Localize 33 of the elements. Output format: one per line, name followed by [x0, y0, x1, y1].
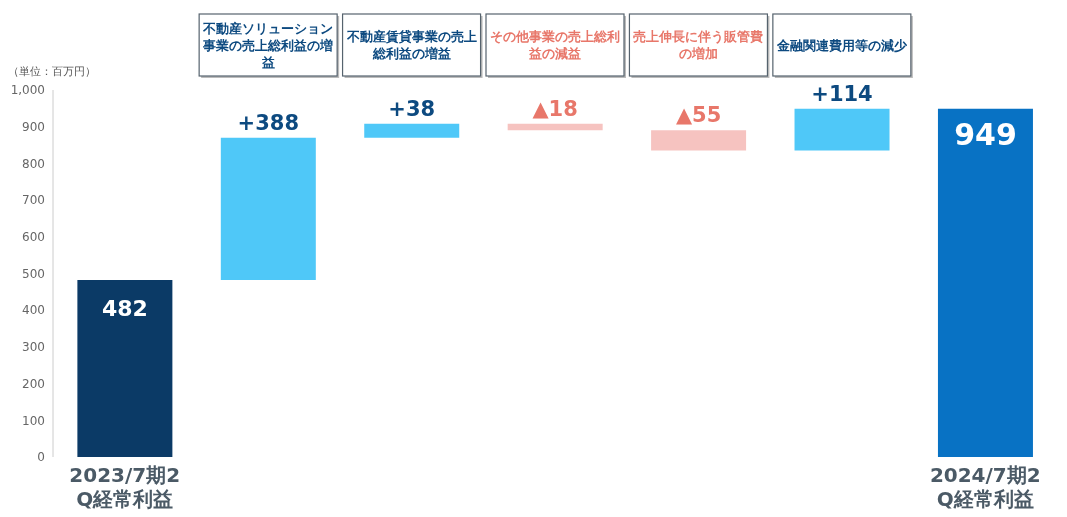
y-tick-label: 300	[22, 340, 45, 355]
data-label: +388	[237, 110, 300, 135]
data-label: 949	[954, 116, 1017, 152]
data-label: +114	[811, 81, 873, 106]
data-label: ▲18	[532, 96, 578, 121]
x-tick-label: 2023/7期2Q経常利益	[68, 463, 182, 511]
bar	[651, 130, 747, 151]
x-tick-label: 不動産ソリューション事業の売上総利益の増益	[203, 19, 334, 71]
y-tick-label: 900	[22, 119, 45, 134]
x-tick-label: 不動産賃貸事業の売上総利益の増益	[346, 28, 477, 62]
x-tick-label: 2024/7期2Q経常利益	[928, 463, 1042, 511]
data-label: 482	[101, 296, 148, 322]
y-tick-label: 500	[22, 266, 45, 281]
y-tick-label: 600	[22, 230, 45, 245]
y-tick-label: 700	[22, 193, 45, 208]
bar	[794, 108, 890, 151]
bar	[220, 137, 316, 281]
y-tick-label: 100	[22, 413, 45, 428]
y-tick-label: 400	[22, 303, 45, 318]
x-tick-label: 売上伸長に伴う販管費の増加	[633, 28, 764, 62]
y-tick-label: 800	[22, 156, 45, 171]
data-label: ▲55	[675, 103, 722, 128]
data-label: +38	[388, 96, 436, 121]
y-tick-label: 0	[37, 450, 45, 465]
y-tick-label: 1,000	[10, 83, 45, 98]
y-tick-label: 200	[22, 376, 45, 391]
bar	[507, 123, 603, 131]
x-tick-label: 金融関連費用等の減少	[776, 36, 907, 54]
bar	[364, 123, 460, 138]
x-tick-label: その他事業の売上総利益の減益	[490, 28, 620, 62]
y-axis-title: （単位：百万円）	[8, 64, 96, 79]
bar	[77, 280, 173, 457]
bar	[937, 108, 1033, 457]
